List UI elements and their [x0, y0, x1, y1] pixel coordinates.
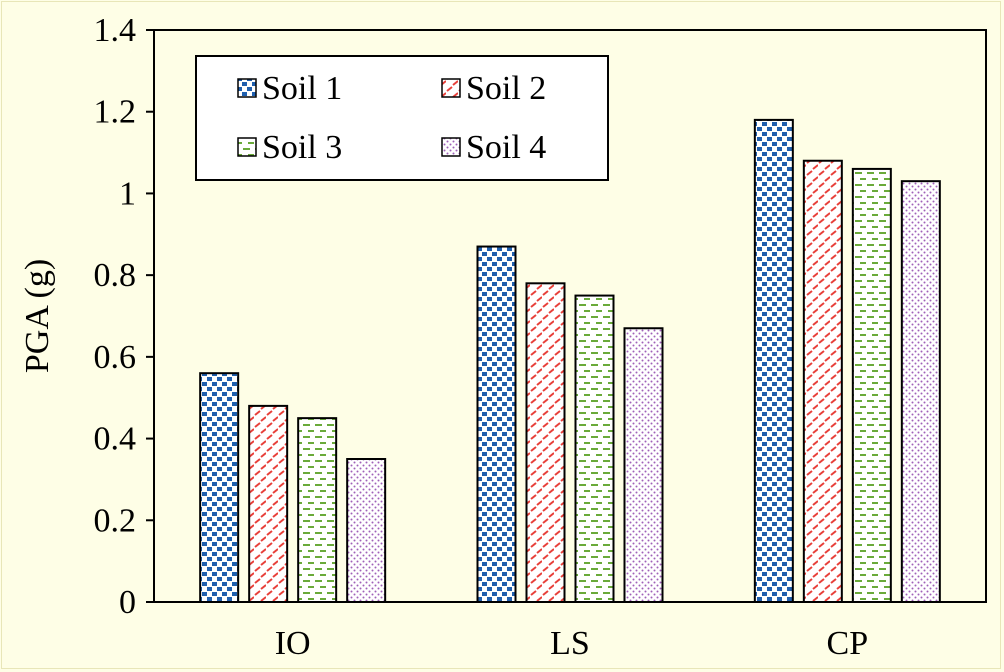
bar-io-soil-4	[346, 458, 387, 603]
bar-io-soil-1	[199, 372, 240, 604]
y-tick-label: 0.2	[94, 502, 137, 539]
bar-cp-soil-2	[802, 159, 843, 603]
y-tick-label: 0	[119, 584, 136, 621]
bar-ls-soil-1	[476, 245, 517, 604]
legend: Soil 1 Soil 2 Soil 3 Soil 4	[195, 55, 609, 181]
y-tick-label: 1	[119, 175, 136, 212]
y-tick-label: 0.8	[94, 257, 137, 294]
legend-swatch-soil-2	[441, 78, 461, 98]
x-tick-label-ls: LS	[550, 625, 590, 662]
legend-label-soil-3: Soil 3	[262, 129, 342, 166]
x-tick-labels: IO LS CP	[275, 625, 868, 662]
bars-group	[199, 118, 941, 604]
y-ticks: 0 0.2 0.4 0.6 0.8 1 1.2 1.4	[94, 12, 154, 621]
bar-cp-soil-3	[851, 167, 892, 604]
bar-ls-soil-3	[574, 294, 615, 603]
legend-swatch-soil-4	[441, 137, 461, 157]
x-tick-label-cp: CP	[827, 625, 869, 662]
legend-label-soil-4: Soil 4	[466, 129, 546, 166]
bar-io-soil-2	[248, 404, 289, 603]
bar-io-soil-3	[297, 417, 338, 603]
legend-label-soil-2: Soil 2	[466, 70, 546, 107]
bar-ls-soil-2	[525, 282, 566, 603]
y-axis-title: PGA (g)	[19, 259, 56, 373]
legend-box	[195, 55, 609, 181]
plot-area	[153, 29, 987, 603]
x-tick-label-io: IO	[275, 625, 311, 662]
legend-swatch-soil-3	[237, 137, 257, 157]
bar-cp-soil-4	[900, 180, 941, 604]
bar-cp-soil-1	[753, 118, 794, 603]
y-tick-label: 1.2	[94, 94, 137, 131]
y-tick-label: 0.6	[94, 339, 137, 376]
legend-swatch-soil-1	[237, 78, 257, 98]
legend-label-soil-1: Soil 1	[262, 70, 342, 107]
bar-ls-soil-4	[623, 327, 664, 603]
y-tick-label: 1.4	[94, 12, 137, 49]
y-tick-label: 0.4	[94, 421, 137, 458]
